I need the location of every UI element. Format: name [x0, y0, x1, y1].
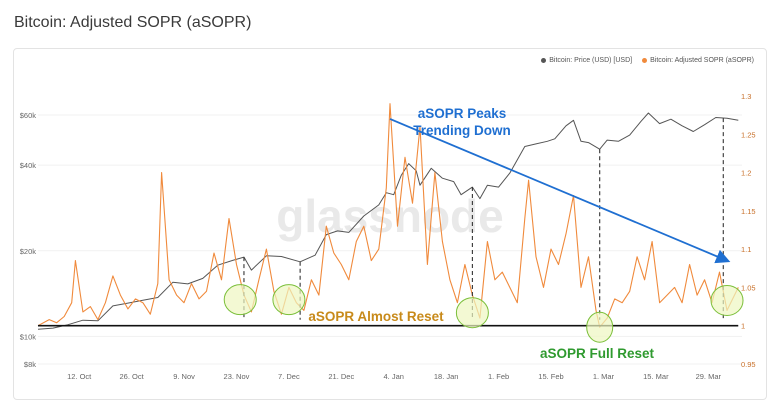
- y-left-tick-label: $60k: [20, 111, 37, 120]
- x-tick-label: 29. Mar: [696, 372, 722, 381]
- y-right-tick-label: 1.2: [741, 169, 751, 178]
- y-left-tick-label: $20k: [20, 247, 37, 256]
- y-right-tick-label: 1.05: [741, 283, 756, 292]
- x-tick-label: 12. Oct: [67, 372, 92, 381]
- legend-label-asopr: Bitcoin: Adjusted SOPR (aSOPR): [650, 57, 754, 64]
- x-tick-label: 7. Dec: [278, 372, 300, 381]
- annotation-almost-reset: aSOPR Almost Reset: [308, 309, 444, 324]
- x-tick-label: 15. Feb: [538, 372, 563, 381]
- almost-reset-circle: [710, 284, 744, 316]
- x-tick-label: 4. Jan: [384, 372, 404, 381]
- x-tick-label: 1. Feb: [488, 372, 509, 381]
- chart-legend: Bitcoin: Price (USD) [USD] Bitcoin: Adju…: [541, 57, 754, 64]
- y-right-tick-label: 0.95: [741, 360, 756, 369]
- y-right-tick-label: 1.1: [741, 245, 751, 254]
- almost-reset-circle: [455, 297, 489, 329]
- x-tick-label: 9. Nov: [173, 372, 195, 381]
- asopr-series-line: [37, 103, 739, 328]
- annotation-full-reset: aSOPR Full Reset: [540, 346, 655, 361]
- x-tick-label: 1. Mar: [593, 372, 615, 381]
- x-tick-label: 18. Jan: [434, 372, 459, 381]
- full-reset-circle: [586, 311, 614, 343]
- legend-item-asopr[interactable]: Bitcoin: Adjusted SOPR (aSOPR): [642, 57, 754, 64]
- watermark: glassnode: [276, 190, 504, 242]
- trend-arrow: [389, 118, 731, 264]
- y-right-tick-label: 1: [741, 322, 745, 331]
- legend-label-price: Bitcoin: Price (USD) [USD]: [549, 57, 633, 64]
- annotation-peaks-line2: Trending Down: [413, 123, 511, 138]
- x-tick-label: 23. Nov: [224, 372, 250, 381]
- almost-reset-circle: [223, 284, 257, 316]
- page-title: Bitcoin: Adjusted SOPR (aSOPR): [14, 14, 252, 31]
- y-right-tick-label: 1.25: [741, 130, 756, 139]
- y-right-tick-label: 1.3: [741, 92, 751, 101]
- legend-item-price[interactable]: Bitcoin: Price (USD) [USD]: [541, 57, 632, 64]
- y-left-tick-label: $10k: [20, 332, 37, 341]
- price-series-line: [37, 112, 739, 330]
- x-tick-label: 26. Oct: [120, 372, 145, 381]
- y-right-tick-label: 1.15: [741, 207, 756, 216]
- legend-dot-asopr: [642, 58, 648, 63]
- y-left-tick-label: $8k: [24, 360, 36, 369]
- x-tick-label: 15. Mar: [643, 372, 669, 381]
- legend-dot-price: [541, 58, 547, 63]
- annotation-peaks-line1: aSOPR Peaks: [418, 106, 507, 121]
- x-tick-label: 21. Dec: [328, 372, 354, 381]
- almost-reset-circle: [272, 284, 306, 316]
- y-left-tick-label: $40k: [20, 161, 37, 170]
